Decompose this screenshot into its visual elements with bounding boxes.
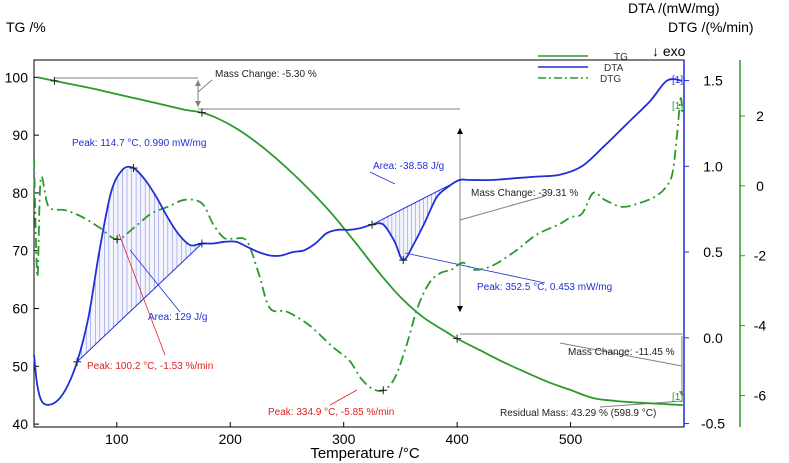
mc3-leader [559,342,683,367]
dtg-series-line [33,97,684,392]
mc1-leader [197,79,213,93]
area-2-label: Area: -38.58 J/g [373,161,444,172]
legend-dtg-label: DTG [600,74,621,85]
dtg-tick-label-0: -6 [754,388,767,404]
tg-axis-title: TG /% [6,19,46,35]
dta-axis-ticks: -0.5 0.0 0.5 1.0 1.5 [684,73,725,432]
x-tick-label-3: 400 [445,431,469,447]
peak-markers [50,76,462,395]
dtg-tick-label-3: 0 [756,178,764,194]
exo-indicator: ↓ exo [652,43,686,59]
tg-tick-label-5: 90 [12,127,28,143]
x-tick-label-4: 500 [559,431,583,447]
residual-mass-label: Residual Mass: 43.29 % (598.9 °C) [500,408,656,419]
area-1-hatch [76,168,203,363]
area-2-hatch [371,179,460,260]
tg-tick-label-4: 80 [12,185,28,201]
dta-tick-label-2: 0.5 [703,244,723,260]
mc2-arrow-down [457,306,463,312]
peak-leaders [118,171,546,406]
area-1-hatch-baseline [76,243,203,363]
legend: TG DTA DTG [538,52,628,85]
peak-dtg-2-label: Peak: 334.9 °C, -5.85 %/min [268,407,394,418]
x-axis-title: Temperature /°C [310,445,420,462]
peak-dta2-leader [404,252,546,284]
peak-dtg-1-label: Peak: 100.2 °C, -1.53 %/min [87,361,213,372]
dta-tick-label-1: 0.0 [703,330,723,346]
tg-tick-label-1: 50 [12,358,28,374]
area-1-hatch-fill [77,168,202,362]
mass-change-3-label: Mass Change: -11.45 % [568,347,675,358]
peak-dta-1-label: Peak: 114.7 °C, 0.990 mW/mg [72,138,206,149]
dta-tick-label-4: 1.5 [703,73,723,89]
mass-change-1-label: Mass Change: -5.30 % [215,69,317,80]
dtg-axis-ticks: -6 -4 -2 0 2 [740,108,766,404]
dta-axis-title: DTA /(mW/mg) [628,0,720,16]
dta-end-marker: [1] [672,75,683,86]
peak-dtg2-leader [329,389,358,406]
mc2-arrow-up [457,128,463,134]
x-tick-label-2: 300 [332,431,356,447]
dta-series-line [33,78,682,406]
mc1-arrow-up [195,80,201,86]
area-1-label: Area: 129 J/g [148,312,207,323]
dta-tick-label-0: -0.5 [701,416,725,432]
dtg-end-marker: [1] [672,101,683,112]
mc1-arrow-down [195,101,201,107]
residual-leader [599,400,683,408]
x-axis-ticks: 100 200 300 400 500 [105,422,582,447]
dtg-axis-title: DTG /(%/min) [668,19,754,35]
mass-change-2-label: Mass Change: -39.31 % [471,188,578,199]
peak-area-hatching [76,168,460,363]
dtg-tick-label-1: -4 [754,318,767,334]
tg-tick-label-3: 70 [12,243,28,259]
x-tick-label-1: 200 [219,431,243,447]
dtg-tick-label-4: 2 [756,108,764,124]
legend-dta-label: DTA [604,63,624,74]
dta-tick-label-3: 1.0 [703,158,723,174]
area2-leader [369,171,396,185]
tg-tick-label-2: 60 [12,301,28,317]
area1-leader [129,249,181,313]
peak-dtg1-leader [118,233,166,356]
tg-axis-ticks: 40 50 60 70 80 90 100 [5,69,39,432]
dtg-tick-label-2: -2 [754,248,767,264]
mass-change-guides [55,77,685,408]
mc3-arrow-down [679,391,685,397]
tg-end-marker: [1] [672,392,683,403]
mc2-leader [459,195,546,221]
tg-tick-label-6: 100 [5,69,29,85]
peak-dta-2-label: Peak: 352.5 °C, 0.453 mW/mg [477,282,612,293]
x-tick-label-0: 100 [105,431,129,447]
tg-tick-label-0: 40 [12,416,28,432]
tg-series-line [37,76,683,406]
legend-tg-label: TG [614,52,628,63]
